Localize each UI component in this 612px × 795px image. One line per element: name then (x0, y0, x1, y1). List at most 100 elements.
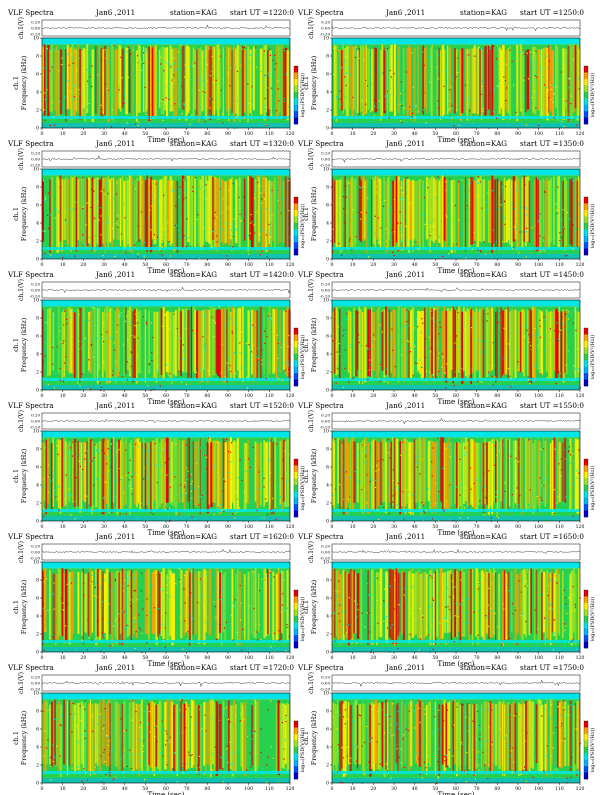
colorbar-swatch (584, 747, 588, 754)
spectrogram-streak (468, 49, 469, 109)
colorbar-swatch (584, 498, 588, 505)
y-tick-label: 6 (36, 203, 39, 209)
spectrogram-streak (461, 569, 463, 635)
spectrogram-streak (109, 308, 111, 383)
waveform-trace (42, 419, 290, 422)
spectrogram-streak (237, 570, 238, 646)
y-tick-label: 4 (326, 221, 329, 227)
spectrogram-streak (444, 49, 446, 114)
spectrogram-streak (232, 442, 234, 503)
spectrogram-streak (88, 703, 90, 771)
x-tick-label: 120 (286, 131, 295, 137)
y-tick-label: 2 (36, 108, 39, 114)
spectrogram-streak (546, 178, 547, 249)
spectrogram-streak (431, 441, 433, 513)
spectrogram-streak (467, 49, 469, 121)
y-tick-label: 8 (36, 54, 39, 60)
spectrogram-streak (337, 179, 339, 249)
x-tick-label: 110 (265, 786, 274, 792)
spectrogram-streak (575, 573, 577, 645)
spectrogram-streak (415, 181, 417, 245)
y-tick-label: 0 (36, 519, 39, 525)
spectrogram-area (42, 562, 290, 653)
x-tick-label: 120 (576, 393, 585, 399)
spectrogram-streak (353, 47, 354, 110)
x-tick-label: 30 (101, 655, 107, 661)
spectrogram-streak (147, 175, 148, 252)
x-tick-label: 80 (204, 131, 210, 137)
spectrogram-streak (364, 704, 365, 776)
spectrogram-streak (468, 570, 469, 642)
y-axis-label: Frequency (kHz) (310, 711, 318, 765)
spectrogram-streak (477, 443, 479, 505)
spectrogram-streak (371, 307, 372, 381)
spectrogram-streak (115, 310, 117, 383)
spectrogram-streak (189, 47, 190, 111)
spectrogram-streak (359, 307, 360, 384)
spectrogram-streak (260, 49, 263, 115)
spectrogram-streak (219, 176, 220, 248)
spectrogram-streak (124, 701, 126, 768)
y-tick-label: 0 (326, 388, 329, 394)
spectrogram-streak (58, 307, 60, 374)
spectrogram-streak (417, 46, 419, 114)
spectrogram-streak (376, 177, 378, 240)
spectrogram-area (332, 38, 581, 129)
x-tick-label: 120 (576, 131, 585, 137)
spectrogram-streak (125, 308, 126, 374)
spectrogram-streak (214, 47, 215, 116)
spectrogram-streak (447, 571, 449, 633)
spectrogram-streak (118, 178, 120, 241)
y-tick-label: 0 (326, 650, 329, 656)
spectrogram-streak (456, 703, 458, 777)
spectrogram-streak (210, 176, 212, 248)
x-tick-label: 80 (494, 262, 500, 268)
spectrogram-streak (76, 49, 77, 111)
x-tick-label: 120 (286, 655, 295, 661)
spectrogram-streak (134, 180, 135, 247)
spectrogram-streak (232, 177, 233, 251)
spectrogram-streak (132, 701, 134, 773)
spectrogram-streak (54, 49, 56, 111)
spectrogram-streak (399, 441, 401, 514)
colorbar-swatch (584, 242, 588, 249)
spectrogram-streak (444, 572, 447, 633)
spectrogram-streak (493, 702, 494, 763)
spectrogram-streak (339, 440, 340, 511)
spectrogram-streak (490, 570, 492, 637)
spectrogram-streak (122, 438, 124, 510)
colorbar-swatch (584, 596, 588, 603)
spectrogram-streak (205, 703, 206, 774)
spectrogram-streak (83, 176, 84, 244)
spectrogram-streak (375, 48, 377, 113)
x-tick-label: 30 (391, 131, 397, 137)
spectrogram-streak (557, 47, 558, 121)
spectrogram-streak (267, 312, 268, 378)
spectrogram-streak (534, 47, 537, 115)
spectrogram-streak (419, 180, 421, 251)
spectrogram-streak (129, 703, 131, 768)
spectrogram-streak (97, 178, 99, 245)
spectrogram-streak (225, 442, 228, 510)
y-tick-label: 4 (326, 483, 329, 489)
spectrogram-streak (228, 307, 229, 371)
spectrogram-streak (150, 442, 151, 513)
x-tick-label: 100 (534, 655, 543, 661)
spectrogram-streak (367, 702, 368, 769)
spectrogram-streak (529, 181, 531, 243)
channel-label: ch.1 (12, 76, 20, 90)
spectrogram-streak (522, 439, 523, 515)
spectrogram-streak (279, 703, 281, 772)
colorbar-swatch (584, 111, 588, 118)
spectrogram-streak (484, 439, 486, 505)
x-tick-label: 100 (244, 131, 253, 137)
channel-label: ch.1 (12, 207, 20, 221)
spectrogram-streak (70, 176, 72, 251)
spectrogram-streak (63, 700, 64, 765)
spectrogram-streak (256, 443, 258, 508)
spectrogram-streak (86, 441, 87, 512)
spectrogram-streak (360, 46, 361, 112)
x-tick-label: 30 (391, 262, 397, 268)
